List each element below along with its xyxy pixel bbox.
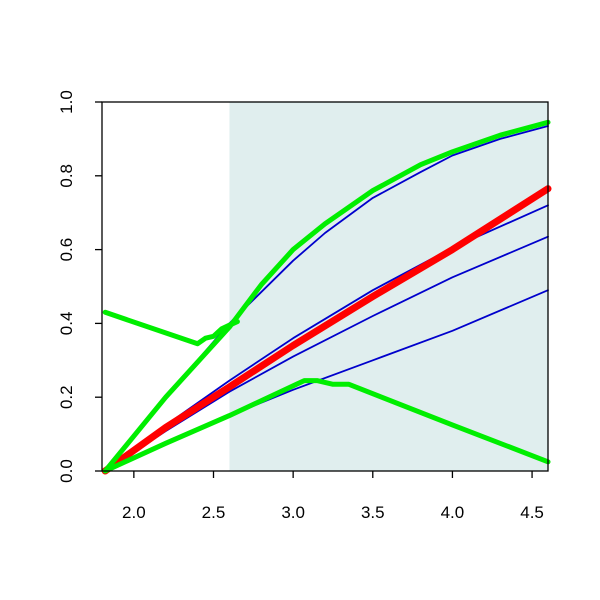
x-tick-label: 2.5 bbox=[202, 503, 226, 522]
x-tick-label: 3.0 bbox=[281, 503, 305, 522]
series-line-5 bbox=[101, 185, 552, 475]
x-tick-label: 4.0 bbox=[441, 503, 465, 522]
y-tick-label: 0.2 bbox=[57, 385, 76, 409]
series-line-8 bbox=[102, 378, 551, 474]
y-tick-label: 0.8 bbox=[57, 164, 76, 188]
axes-layer: 2.0 2.5 3.0 3.5 4.0 4.5 0.0 0.2 0.4 0.6 0.8 1.0 bbox=[57, 90, 549, 522]
series-line-7 bbox=[102, 309, 240, 347]
series-line-6 bbox=[102, 119, 551, 474]
y-tick-label: 0.0 bbox=[57, 459, 76, 483]
y-tick-label: 0.6 bbox=[57, 238, 76, 262]
y-tick-label: 1.0 bbox=[57, 90, 76, 114]
x-tick-label: 3.5 bbox=[361, 503, 385, 522]
y-tick-label: 0.4 bbox=[57, 312, 76, 336]
series-layer bbox=[101, 119, 552, 475]
x-tick-label: 4.5 bbox=[520, 503, 544, 522]
x-tick-label: 2.0 bbox=[122, 503, 146, 522]
plot-frame bbox=[101, 101, 549, 472]
